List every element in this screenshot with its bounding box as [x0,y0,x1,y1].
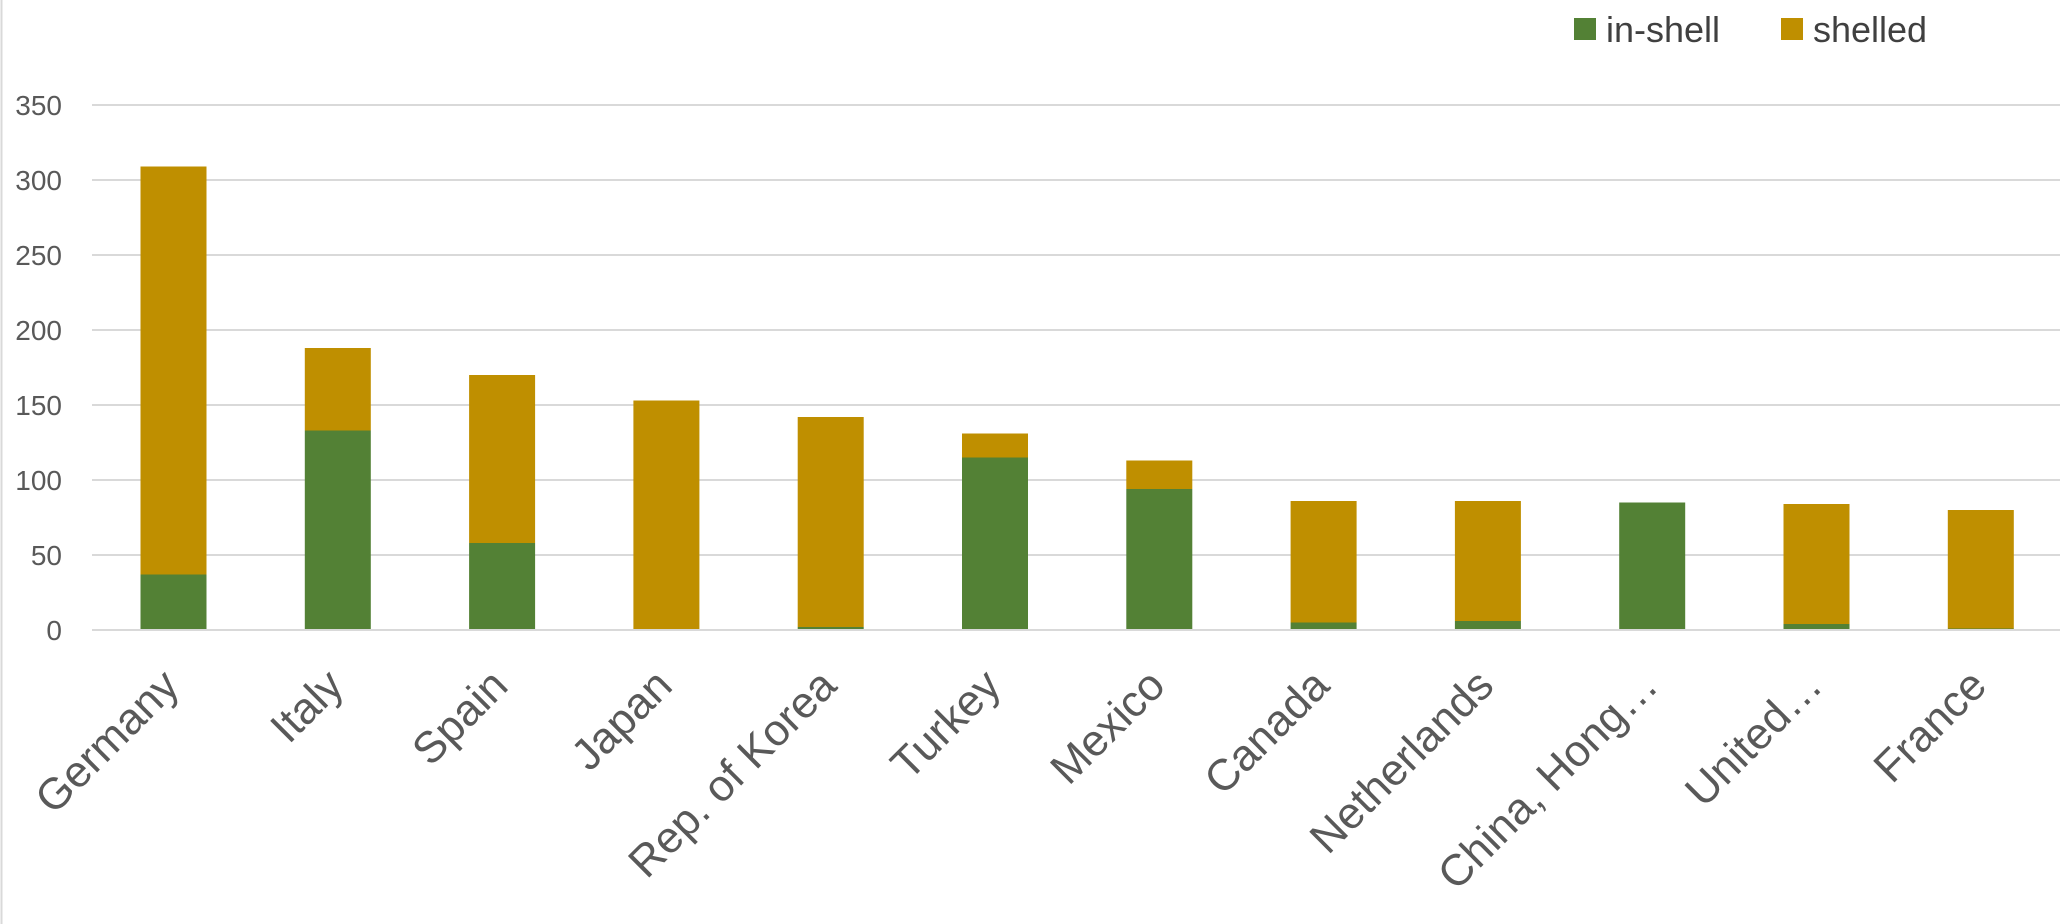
bar-segment-shelled [1947,510,2014,629]
x-tick-label: Japan [562,660,681,779]
y-tick-label: 0 [46,615,62,646]
bar-segment-in-shell [797,627,864,630]
bar-segment-in-shell [1454,621,1521,630]
bar-segment-in-shell [1783,624,1850,630]
bar-segment-in-shell [1126,489,1193,630]
bar-segment-shelled [140,166,207,575]
bar-segment-in-shell [140,574,207,630]
y-tick-label: 200 [15,315,62,346]
y-tick-label: 250 [15,240,62,271]
x-tick-label: Canada [1195,660,1339,804]
bar-segment-shelled [469,375,536,543]
bar-segment-shelled [797,417,864,627]
bar-segment-in-shell [1290,622,1357,630]
bar-segment-in-shell [469,543,536,630]
x-tick-label: Italy [261,660,353,752]
x-tick-label: Spain [403,660,517,774]
bar-segment-shelled [304,348,371,431]
bar-segment-shelled [1783,504,1850,624]
y-tick-label: 50 [31,540,62,571]
bar-segment-shelled [1290,501,1357,623]
y-tick-label: 350 [15,90,62,121]
y-tick-label: 100 [15,465,62,496]
x-tick-label: Mexico [1041,660,1174,793]
gridlines [92,104,2060,556]
y-tick-label: 300 [15,165,62,196]
legend-label: shelled [1813,9,1927,50]
x-tick-label: United… [1676,660,1832,816]
legend-label: in-shell [1606,9,1720,50]
bar-segment-in-shell [1619,502,1686,630]
legend-swatch-shelled [1781,18,1803,40]
x-tick-label: Turkey [881,660,1010,789]
legend-swatch-in-shell [1574,18,1596,40]
bar-segment-in-shell [304,430,371,630]
bar-segment-shelled [1454,501,1521,621]
bar-segment-shelled [633,400,700,630]
x-tick-label: France [1864,660,1995,791]
y-axis-ticks: 0 50 100 150 200 250 300 350 [15,90,62,646]
x-tick-label: Germany [26,660,189,823]
bar-segment-shelled [962,433,1028,458]
bars [140,166,2014,630]
legend: in-shell shelled [1574,9,1927,50]
y-tick-label: 150 [15,390,62,421]
bar-segment-shelled [1126,460,1193,489]
bar-segment-in-shell [962,457,1028,630]
